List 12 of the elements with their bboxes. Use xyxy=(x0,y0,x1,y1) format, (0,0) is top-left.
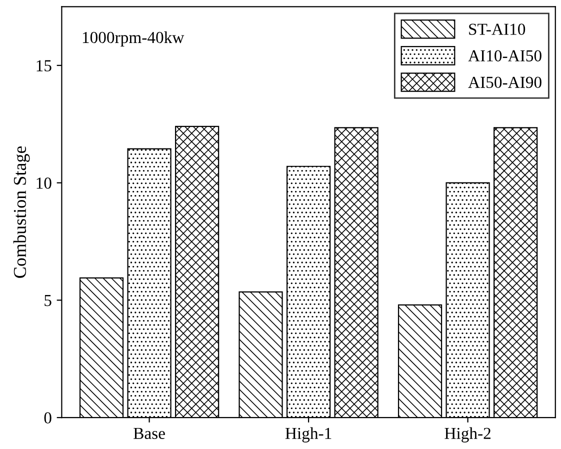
y-tick-label: 0 xyxy=(44,412,52,424)
annotation: 1000rpm-40kw xyxy=(82,31,184,46)
y-tick-label: 10 xyxy=(36,178,52,189)
x-tick-label: High-1 xyxy=(285,427,332,442)
legend-label: AI50-AI90 xyxy=(468,76,542,88)
y-tick-label: 15 xyxy=(36,60,52,72)
y-tick-label: 5 xyxy=(44,295,52,306)
legend-label: ST-AI10 xyxy=(469,24,526,35)
legend-label: AI10-AI50 xyxy=(468,50,542,62)
y-axis-title: Combustion Stage xyxy=(13,146,30,278)
x-tick-label: Base xyxy=(134,428,165,440)
x-tick-label: High-2 xyxy=(444,427,490,442)
